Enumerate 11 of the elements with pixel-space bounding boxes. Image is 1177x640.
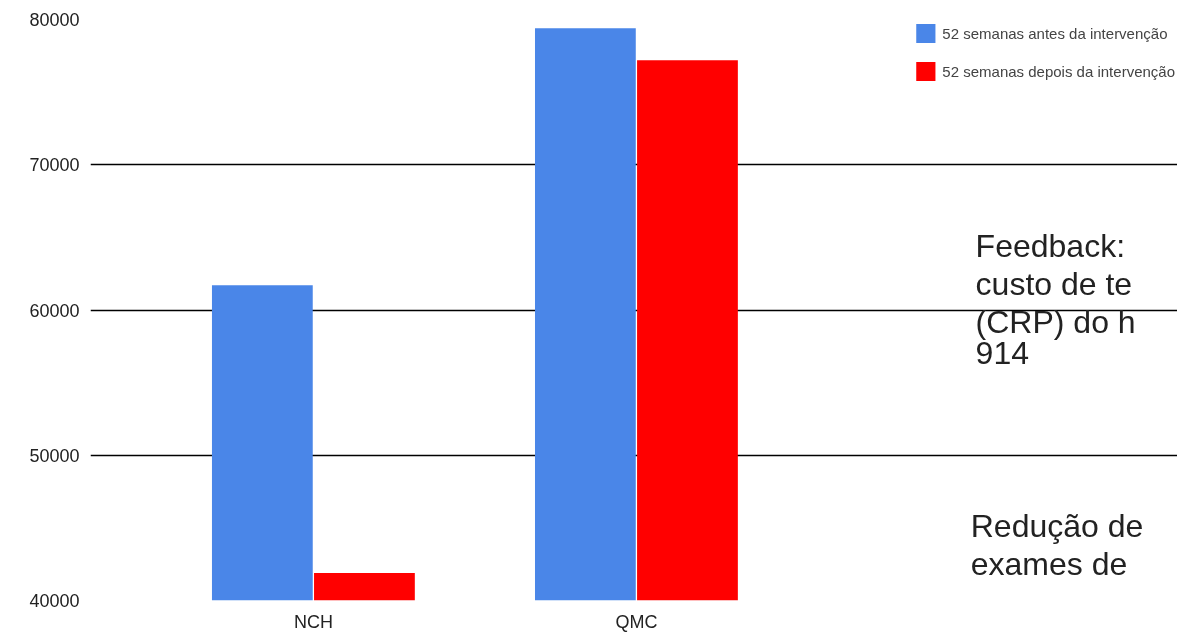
- y-tick-label: 60000: [29, 300, 80, 321]
- legend-label: 52 semanas antes da intervenção: [942, 24, 1168, 42]
- legend-label: 52 semanas depois da intervenção: [942, 62, 1175, 80]
- x-tick-label: QMC: [615, 611, 658, 632]
- text: Redução de exames de: [970, 507, 1144, 582]
- y-tick-label: 50000: [29, 445, 80, 466]
- x-tick-label: NCH: [293, 611, 333, 632]
- y-tick-label: 70000: [29, 155, 80, 176]
- text: Feedback: custo de te (CRP) do h 914: [975, 227, 1136, 371]
- y-tick-label: 80000: [29, 10, 80, 30]
- y-tick-label: 40000: [29, 591, 80, 611]
